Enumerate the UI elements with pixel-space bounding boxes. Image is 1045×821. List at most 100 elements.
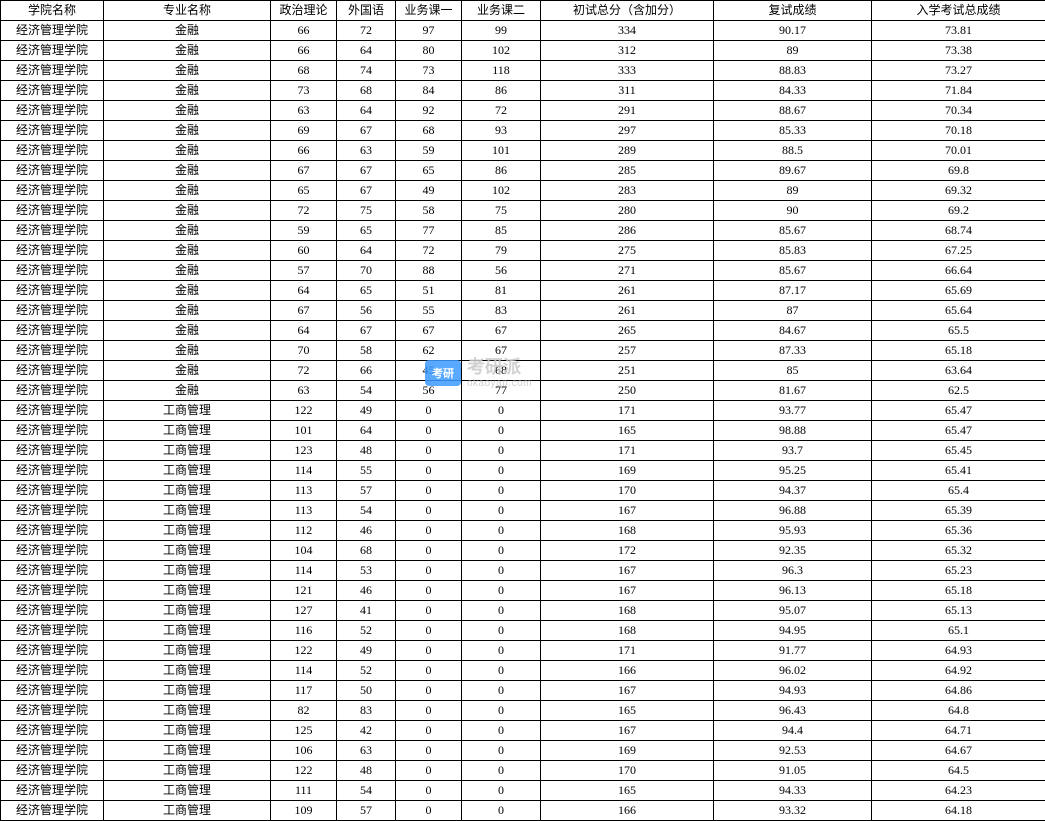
cell: 59: [396, 141, 462, 161]
cell: 69.32: [872, 181, 1045, 201]
table-row: 经济管理学院工商管理125420016794.464.71: [1, 721, 1045, 741]
cell: 57: [271, 261, 337, 281]
cell: 84: [396, 81, 462, 101]
cell: 63.64: [872, 361, 1045, 381]
cell: 117: [271, 681, 337, 701]
cell: 67: [462, 341, 541, 361]
cell: 0: [462, 781, 541, 801]
cell: 49: [337, 641, 396, 661]
table-row: 经济管理学院工商管理111540016594.3364.23: [1, 781, 1045, 801]
cell: 261: [541, 301, 714, 321]
cell: 65: [337, 221, 396, 241]
cell: 102: [462, 41, 541, 61]
cell: 64: [337, 421, 396, 441]
cell: 64.93: [872, 641, 1045, 661]
cell: 67: [337, 161, 396, 181]
cell: 71.84: [872, 81, 1045, 101]
cell: 工商管理: [104, 641, 271, 661]
cell: 111: [271, 781, 337, 801]
cell: 工商管理: [104, 781, 271, 801]
cell: 251: [541, 361, 714, 381]
cell: 工商管理: [104, 761, 271, 781]
cell: 0: [462, 441, 541, 461]
cell: 95.25: [714, 461, 872, 481]
col-header-c4: 业务课一: [396, 1, 462, 21]
cell: 金融: [104, 181, 271, 201]
cell: 经济管理学院: [1, 641, 104, 661]
cell: 102: [462, 181, 541, 201]
cell: 67: [271, 301, 337, 321]
cell: 67: [337, 181, 396, 201]
cell: 59: [271, 221, 337, 241]
cell: 172: [541, 541, 714, 561]
cell: 0: [396, 661, 462, 681]
cell: 85.67: [714, 261, 872, 281]
cell: 112: [271, 521, 337, 541]
table-row: 经济管理学院金融66635910128988.570.01: [1, 141, 1045, 161]
cell: 334: [541, 21, 714, 41]
cell: 280: [541, 201, 714, 221]
cell: 0: [462, 421, 541, 441]
cell: 94.37: [714, 481, 872, 501]
cell: 58: [396, 201, 462, 221]
cell: 166: [541, 661, 714, 681]
cell: 60: [271, 241, 337, 261]
table-row: 经济管理学院工商管理113540016796.8865.39: [1, 501, 1045, 521]
cell: 工商管理: [104, 661, 271, 681]
cell: 167: [541, 721, 714, 741]
cell: 257: [541, 341, 714, 361]
cell: 金融: [104, 41, 271, 61]
cell: 89: [714, 181, 872, 201]
cell: 0: [396, 501, 462, 521]
cell: 93: [462, 121, 541, 141]
table-row: 经济管理学院金融726645682518563.64: [1, 361, 1045, 381]
cell: 283: [541, 181, 714, 201]
cell: 0: [462, 761, 541, 781]
cell: 0: [462, 721, 541, 741]
cell: 167: [541, 581, 714, 601]
cell: 83: [462, 301, 541, 321]
cell: 94.93: [714, 681, 872, 701]
cell: 96.43: [714, 701, 872, 721]
cell: 72: [462, 101, 541, 121]
col-header-c7: 复试成绩: [714, 1, 872, 21]
cell: 0: [462, 461, 541, 481]
cell: 92.53: [714, 741, 872, 761]
cell: 经济管理学院: [1, 361, 104, 381]
cell: 114: [271, 661, 337, 681]
cell: 168: [541, 601, 714, 621]
cell: 45: [396, 361, 462, 381]
cell: 77: [462, 381, 541, 401]
cell: 65: [337, 281, 396, 301]
table-row: 经济管理学院工商管理82830016596.4364.8: [1, 701, 1045, 721]
cell: 87.33: [714, 341, 872, 361]
cell: 56: [337, 301, 396, 321]
cell: 85.33: [714, 121, 872, 141]
table-row: 经济管理学院金融68747311833388.8373.27: [1, 61, 1045, 81]
cell: 87.17: [714, 281, 872, 301]
table-row: 经济管理学院金融6967689329785.3370.18: [1, 121, 1045, 141]
cell: 工商管理: [104, 801, 271, 821]
cell: 167: [541, 501, 714, 521]
table-row: 经济管理学院金融6364927229188.6770.34: [1, 101, 1045, 121]
col-header-c3: 外国语: [337, 1, 396, 21]
cell: 123: [271, 441, 337, 461]
cell: 265: [541, 321, 714, 341]
cell: 121: [271, 581, 337, 601]
cell: 167: [541, 681, 714, 701]
cell: 87: [714, 301, 872, 321]
cell: 113: [271, 501, 337, 521]
cell: 经济管理学院: [1, 321, 104, 341]
cell: 经济管理学院: [1, 201, 104, 221]
cell: 73: [396, 61, 462, 81]
col-header-c8: 入学考试总成绩: [872, 1, 1045, 21]
cell: 55: [396, 301, 462, 321]
cell: 64: [271, 321, 337, 341]
cell: 75: [462, 201, 541, 221]
cell: 经济管理学院: [1, 101, 104, 121]
cell: 285: [541, 161, 714, 181]
cell: 46: [337, 521, 396, 541]
cell: 52: [337, 621, 396, 641]
cell: 48: [337, 761, 396, 781]
cell: 工商管理: [104, 461, 271, 481]
